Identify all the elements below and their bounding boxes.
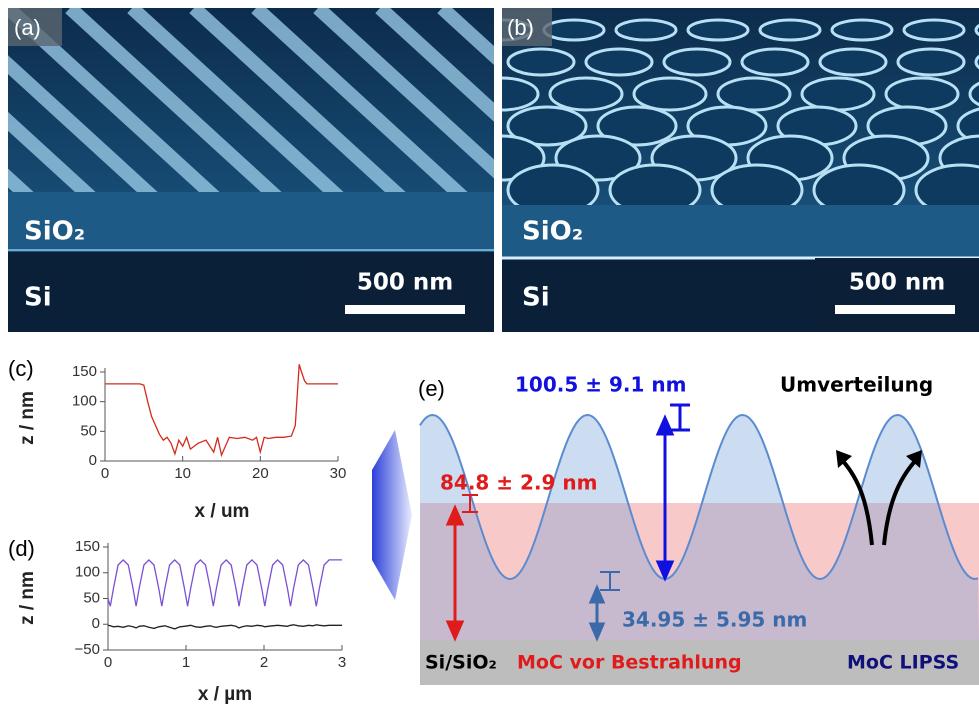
legend-label: MoC LIPSS xyxy=(847,652,959,674)
figure: (a) SiO₂ Si 500 nm (b) SiO₂ Si 500 nm (e… xyxy=(0,0,979,709)
panel-label: (c) xyxy=(8,356,34,381)
panel-label: (e) xyxy=(418,376,445,401)
profile-line xyxy=(108,625,342,629)
x-axis-label: x / µm xyxy=(198,684,252,705)
dimple xyxy=(718,78,790,110)
panel-label: (b) xyxy=(507,15,534,40)
y-tick-label: 100 xyxy=(75,564,100,581)
x-tick-label: 0 xyxy=(101,465,109,482)
x-tick-label: 3 xyxy=(338,654,346,671)
x-tick-label: 1 xyxy=(182,654,190,671)
y-axis-label: z / nm xyxy=(17,391,38,445)
dimple xyxy=(550,78,622,110)
profile-line xyxy=(105,364,338,455)
dimple xyxy=(760,20,820,40)
dimple xyxy=(832,20,892,40)
legend-label: Si/SiO₂ xyxy=(425,652,497,674)
legend-label: MoC vor Bestrahlung xyxy=(517,652,742,674)
x-tick-label: 0 xyxy=(104,654,112,671)
y-tick-label: 0 xyxy=(92,615,100,632)
x-tick-label: 30 xyxy=(330,465,347,482)
layer-label: SiO₂ xyxy=(522,217,583,247)
dimple xyxy=(886,78,958,110)
y-tick-label: 100 xyxy=(72,393,97,410)
y-tick-label: 0 xyxy=(89,452,97,469)
x-tick-label: 2 xyxy=(260,654,268,671)
scale-bar xyxy=(835,305,955,314)
dimple xyxy=(544,20,604,40)
annotation: 100.5 ± 9.1 nm xyxy=(515,373,686,397)
scheme: (e) 100.5 ± 9.1 nm 84.8 ± 2.9 nm 34.95 ±… xyxy=(418,373,979,686)
y-tick-label: 50 xyxy=(80,422,97,439)
y-axis-label: z / nm xyxy=(17,571,38,625)
transition-arrow xyxy=(372,430,412,600)
x-axis-label: x / um xyxy=(195,501,250,522)
dimple xyxy=(688,20,748,40)
y-tick-label: 50 xyxy=(83,589,100,606)
annotation: 84.8 ± 2.9 nm xyxy=(440,471,598,495)
dimple xyxy=(802,78,874,110)
annotation: 34.95 ± 5.95 nm xyxy=(622,608,807,632)
layer-label: SiO₂ xyxy=(24,217,85,247)
profile-line xyxy=(108,560,342,606)
layer-label: Si xyxy=(522,283,550,313)
x-tick-label: 10 xyxy=(174,465,191,482)
scale-bar xyxy=(345,305,465,314)
dimple xyxy=(634,78,706,110)
panel-label: (a) xyxy=(14,15,41,40)
scale-label: 500 nm xyxy=(849,270,945,296)
layer-label: Si xyxy=(24,283,52,313)
scale-label: 500 nm xyxy=(357,270,453,296)
x-tick-label: 20 xyxy=(252,465,269,482)
dimple xyxy=(904,20,964,40)
dimple xyxy=(616,20,676,40)
dimple xyxy=(664,49,730,75)
dimple xyxy=(898,49,964,75)
dimple xyxy=(508,49,574,75)
y-tick-label: −50 xyxy=(75,641,100,658)
dimple xyxy=(820,49,886,75)
dimple xyxy=(586,49,652,75)
y-tick-label: 150 xyxy=(72,363,97,380)
panel-label: (d) xyxy=(8,536,35,561)
dimple xyxy=(742,49,808,75)
annotation: Umverteilung xyxy=(780,373,933,397)
y-tick-label: 150 xyxy=(75,538,100,555)
